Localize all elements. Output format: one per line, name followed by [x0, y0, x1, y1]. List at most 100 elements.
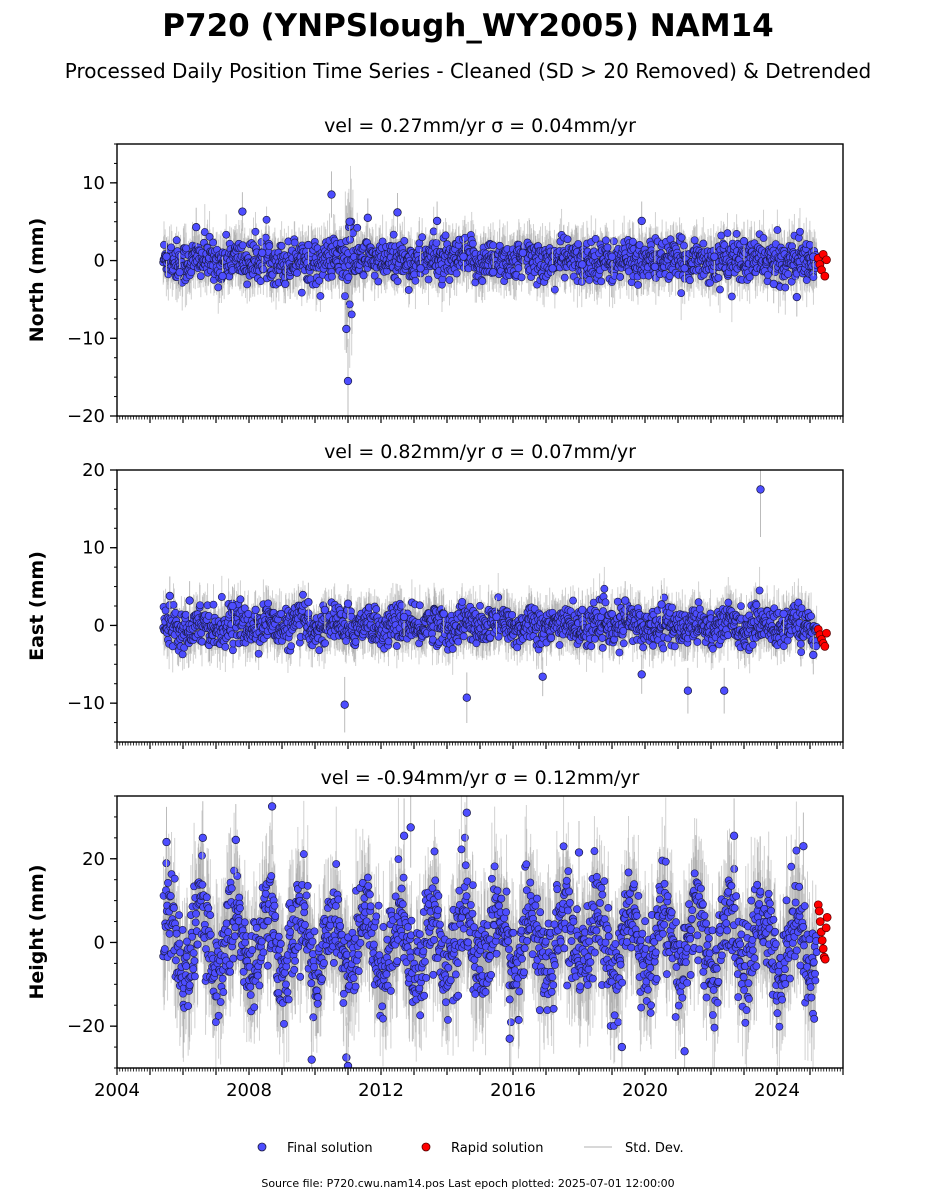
final-point — [411, 276, 420, 285]
final-point — [277, 242, 286, 250]
final-point — [304, 240, 313, 250]
final-point — [634, 281, 642, 289]
final-point — [258, 248, 267, 257]
final-point — [389, 230, 398, 239]
final-point — [359, 271, 368, 280]
final-point — [773, 226, 782, 234]
east-panel: vel = 0.82mm/yr σ = 0.07mm/yr East (mm) … — [26, 441, 844, 749]
rapid-point — [822, 255, 831, 265]
north-final-points — [159, 215, 821, 319]
north-final-outliers — [162, 171, 818, 416]
final-point — [665, 272, 674, 280]
final-point — [327, 190, 336, 199]
final-point — [574, 240, 583, 248]
final-point — [597, 277, 606, 286]
north-x-axis — [116, 416, 844, 423]
final-point — [591, 234, 600, 243]
figure-title: P720 (YNPSlough_WY2005) NAM14 — [162, 8, 773, 44]
final-point — [347, 310, 356, 319]
final-point — [732, 229, 741, 238]
final-point — [297, 288, 306, 297]
final-point — [548, 264, 557, 273]
final-point — [404, 286, 413, 294]
final-point — [345, 300, 354, 309]
final-point — [293, 269, 301, 277]
final-point — [637, 216, 646, 226]
north-rapid-series — [813, 250, 831, 281]
north-plot-area — [159, 165, 831, 416]
final-point — [370, 271, 379, 280]
final-point — [710, 252, 719, 261]
final-point — [378, 237, 387, 246]
final-point — [316, 292, 325, 300]
y-tick-label: −20 — [67, 406, 105, 427]
final-point — [445, 276, 454, 284]
final-point — [635, 241, 644, 249]
y-tick-label: −10 — [67, 328, 105, 349]
final-point — [723, 229, 732, 238]
final-point — [796, 227, 804, 236]
final-point — [685, 276, 694, 285]
final-point — [238, 207, 247, 216]
final-point — [205, 232, 214, 241]
final-point — [805, 241, 814, 249]
final-point — [468, 239, 477, 248]
final-point — [560, 273, 569, 282]
final-point — [432, 216, 442, 226]
final-point — [281, 279, 290, 289]
final-point — [344, 273, 353, 282]
final-point — [745, 273, 754, 282]
y-tick-label: 10 — [82, 173, 105, 194]
final-point — [209, 238, 217, 247]
final-point — [578, 260, 587, 269]
final-point — [759, 234, 768, 242]
final-point — [327, 272, 336, 281]
final-point — [162, 252, 171, 261]
east-plot-area — [159, 470, 831, 733]
final-point — [478, 277, 487, 286]
final-point — [172, 236, 181, 245]
final-point — [452, 269, 461, 278]
final-point — [343, 376, 353, 386]
final-point — [602, 236, 610, 245]
final-point — [781, 283, 790, 292]
final-point — [680, 264, 689, 273]
final-point — [424, 275, 433, 284]
final-point — [495, 241, 504, 250]
final-point — [196, 272, 205, 280]
final-point — [251, 227, 260, 236]
final-point — [616, 273, 625, 281]
final-point — [192, 223, 201, 232]
final-point — [341, 292, 349, 301]
final-point — [432, 238, 441, 247]
final-point — [160, 240, 168, 249]
north-y-axis: −20 −10 0 10 — [67, 143, 117, 427]
north-panel-title: vel = 0.27mm/yr σ = 0.04mm/yr — [324, 115, 636, 137]
final-point — [739, 236, 749, 246]
final-point — [410, 270, 419, 279]
final-point — [416, 264, 425, 273]
final-point — [714, 273, 723, 282]
final-point — [200, 228, 209, 236]
final-point — [374, 277, 383, 286]
final-point — [585, 276, 594, 284]
final-point — [550, 285, 559, 294]
final-point — [222, 230, 231, 239]
y-tick-label: 0 — [94, 251, 105, 272]
figure-subtitle: Processed Daily Position Time Series - C… — [65, 59, 871, 83]
final-point — [518, 248, 528, 257]
final-point — [787, 277, 796, 286]
final-point — [563, 235, 572, 244]
final-point — [624, 267, 633, 276]
final-point — [262, 215, 271, 224]
final-point — [517, 273, 526, 282]
final-point — [214, 283, 223, 292]
final-point — [218, 271, 227, 281]
final-point — [175, 268, 184, 277]
final-point — [459, 252, 468, 261]
final-point — [609, 237, 618, 246]
final-point — [441, 231, 450, 240]
final-point — [677, 289, 686, 297]
final-point — [677, 233, 686, 242]
